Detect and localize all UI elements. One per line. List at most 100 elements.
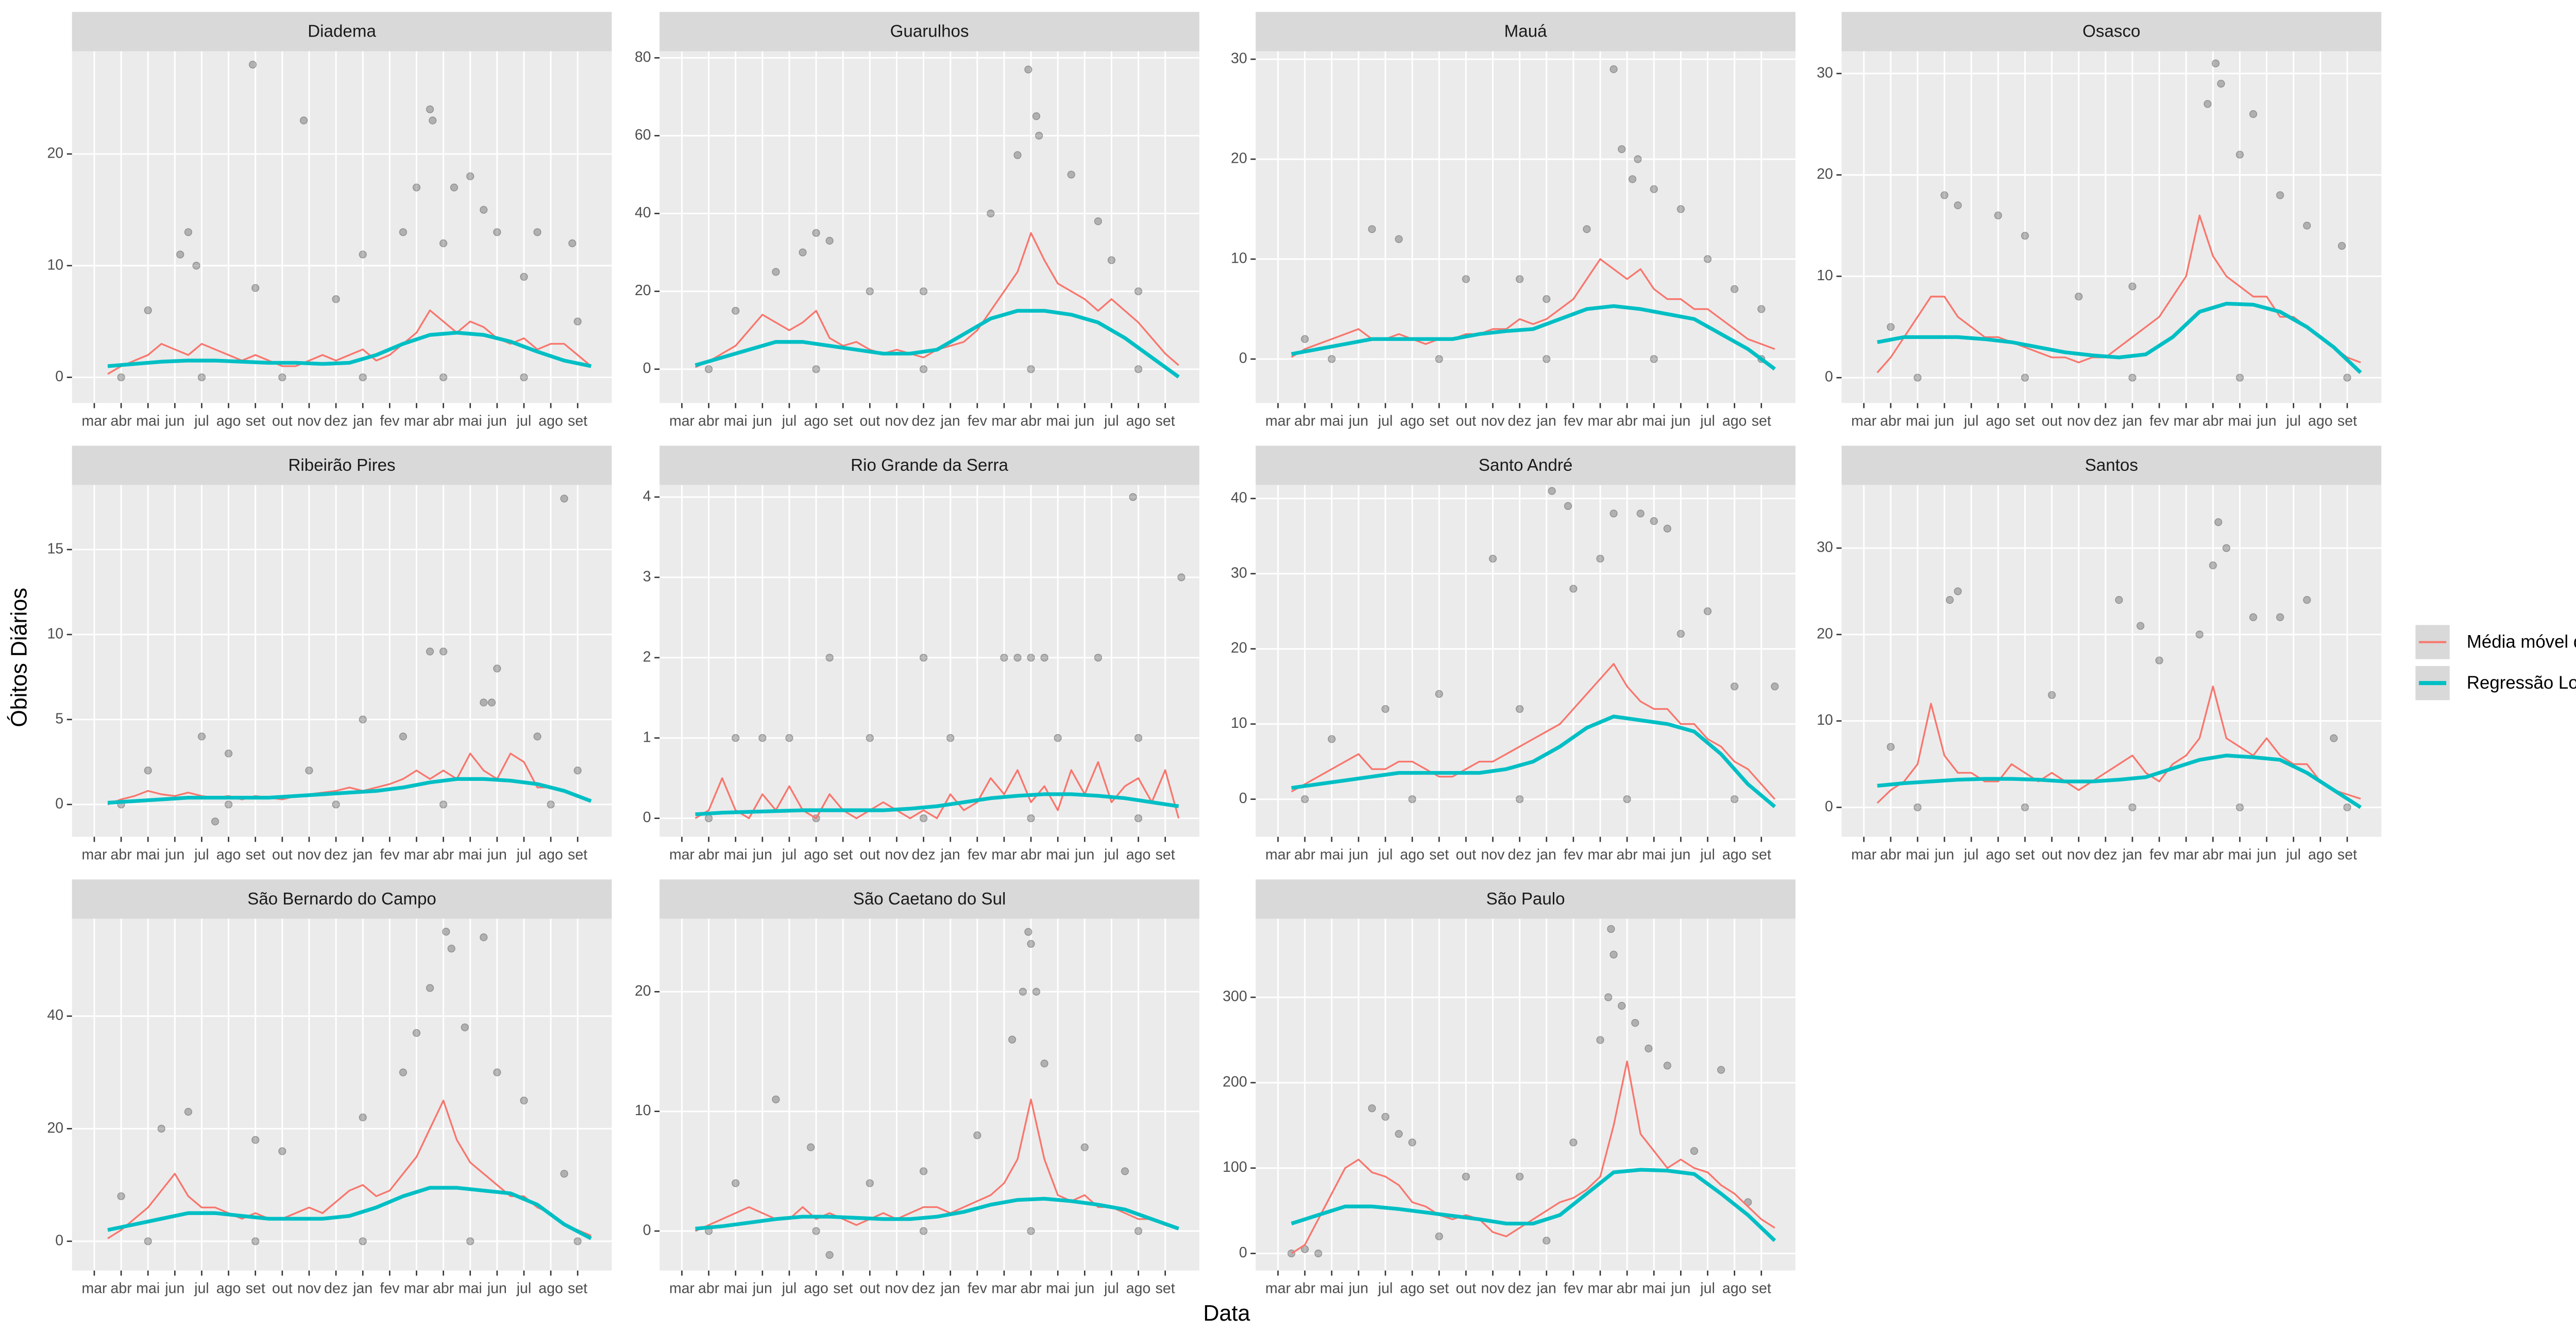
- data-point: [1631, 1019, 1639, 1027]
- data-point: [919, 365, 928, 373]
- data-point: [466, 172, 474, 180]
- data-point: [439, 239, 448, 248]
- x-tick-label: jun: [1348, 1280, 1368, 1297]
- data-point: [1395, 1130, 1403, 1138]
- data-point: [1435, 355, 1443, 363]
- x-tick-label: mar: [669, 847, 695, 863]
- x-tick-label: jun: [2257, 413, 2277, 429]
- x-tick-label: dez: [324, 1280, 348, 1297]
- plot-panel: [1841, 485, 2382, 837]
- x-tick-label: jun: [2257, 847, 2277, 863]
- panel-data: [107, 928, 592, 1245]
- data-point: [1596, 554, 1604, 563]
- x-tick-label: ago: [1126, 1280, 1151, 1297]
- y-tick-label: 0: [1239, 790, 1247, 807]
- x-tick-label: mar: [2174, 847, 2199, 863]
- x-tick-label: mar: [1265, 1280, 1291, 1297]
- x-tick-label: ago: [804, 1280, 828, 1297]
- x-tick-label: mar: [669, 1280, 695, 1297]
- panel-data: [694, 928, 1179, 1259]
- data-point: [176, 250, 184, 259]
- x-tick-label: set: [2015, 847, 2035, 863]
- data-point: [2303, 596, 2311, 604]
- x-tick-label: mar: [1265, 847, 1291, 863]
- x-tick-label: abr: [698, 1280, 720, 1297]
- moving-average-line: [1291, 1060, 1775, 1254]
- data-point: [1516, 1172, 1524, 1181]
- data-point: [1054, 734, 1062, 742]
- x-tick-label: abr: [1617, 1280, 1638, 1297]
- x-tick-label: abr: [111, 413, 132, 429]
- data-point: [1731, 795, 1739, 804]
- data-point: [547, 800, 555, 809]
- data-point: [1543, 355, 1551, 363]
- x-tick-label: nov: [297, 413, 321, 429]
- data-point: [447, 944, 455, 953]
- data-point: [1301, 795, 1309, 804]
- panel-title: Santo André: [1479, 456, 1572, 475]
- data-point: [2222, 544, 2231, 552]
- data-point: [1609, 509, 1618, 518]
- x-tick-label: out: [1456, 413, 1477, 429]
- x-tick-label: jul: [1104, 1280, 1119, 1297]
- data-point: [1564, 502, 1572, 510]
- data-point: [1129, 493, 1137, 501]
- data-point: [946, 734, 955, 742]
- data-point: [184, 228, 193, 236]
- data-point: [211, 817, 219, 826]
- y-tick-label: 30: [1817, 64, 1833, 81]
- y-tick-label: 10: [47, 625, 63, 642]
- x-tick-label: jan: [352, 847, 372, 863]
- moving-average-line: [107, 753, 591, 806]
- data-point: [1121, 1167, 1129, 1175]
- data-point: [1134, 734, 1143, 742]
- data-point: [299, 116, 308, 125]
- data-point: [278, 1147, 286, 1155]
- x-tick-label: mar: [1851, 413, 1877, 429]
- data-point: [1731, 682, 1739, 691]
- x-tick-label: set: [833, 847, 853, 863]
- x-tick-label: fev: [1564, 847, 1584, 863]
- x-tick-label: mai: [1642, 847, 1666, 863]
- data-point: [704, 365, 713, 373]
- x-tick-label: out: [860, 1280, 880, 1297]
- x-tick-label: mar: [2174, 413, 2199, 429]
- data-point: [426, 105, 434, 113]
- data-point: [1368, 225, 1376, 233]
- data-point: [1107, 256, 1116, 264]
- x-tick-label: mai: [1906, 413, 1929, 429]
- plot-panel: [659, 918, 1199, 1271]
- data-point: [1548, 487, 1556, 495]
- x-tick-label: jul: [516, 413, 532, 429]
- x-tick-label: mai: [724, 413, 748, 429]
- data-point: [1994, 211, 2002, 219]
- x-tick-label: jan: [352, 1280, 372, 1297]
- data-point: [825, 654, 834, 662]
- data-point: [1024, 928, 1032, 936]
- x-tick-label: mar: [991, 413, 1017, 429]
- data-point: [825, 1251, 834, 1259]
- x-tick-label: mai: [1320, 413, 1344, 429]
- y-tick-label: 5: [55, 710, 63, 727]
- data-point: [2128, 373, 2137, 382]
- data-point: [1027, 1227, 1035, 1235]
- x-tick-label: jun: [1934, 847, 1954, 863]
- loess-line: [1291, 1168, 1776, 1242]
- x-tick-label: dez: [1508, 847, 1532, 863]
- data-point: [2211, 59, 2220, 67]
- data-point: [1408, 1138, 1416, 1147]
- panel-data: [1876, 518, 2362, 812]
- data-point: [1645, 1045, 1653, 1053]
- x-tick-label: nov: [297, 847, 321, 863]
- data-point: [919, 1227, 928, 1235]
- data-point: [248, 60, 257, 69]
- data-point: [1604, 993, 1613, 1001]
- data-point: [1040, 1060, 1048, 1068]
- data-point: [1771, 682, 1779, 691]
- data-point: [1690, 1147, 1699, 1155]
- x-tick-label: mar: [1587, 847, 1613, 863]
- data-point: [224, 800, 233, 809]
- x-tick-label: jun: [1074, 847, 1094, 863]
- data-point: [520, 373, 528, 382]
- x-tick-label: ago: [1400, 847, 1425, 863]
